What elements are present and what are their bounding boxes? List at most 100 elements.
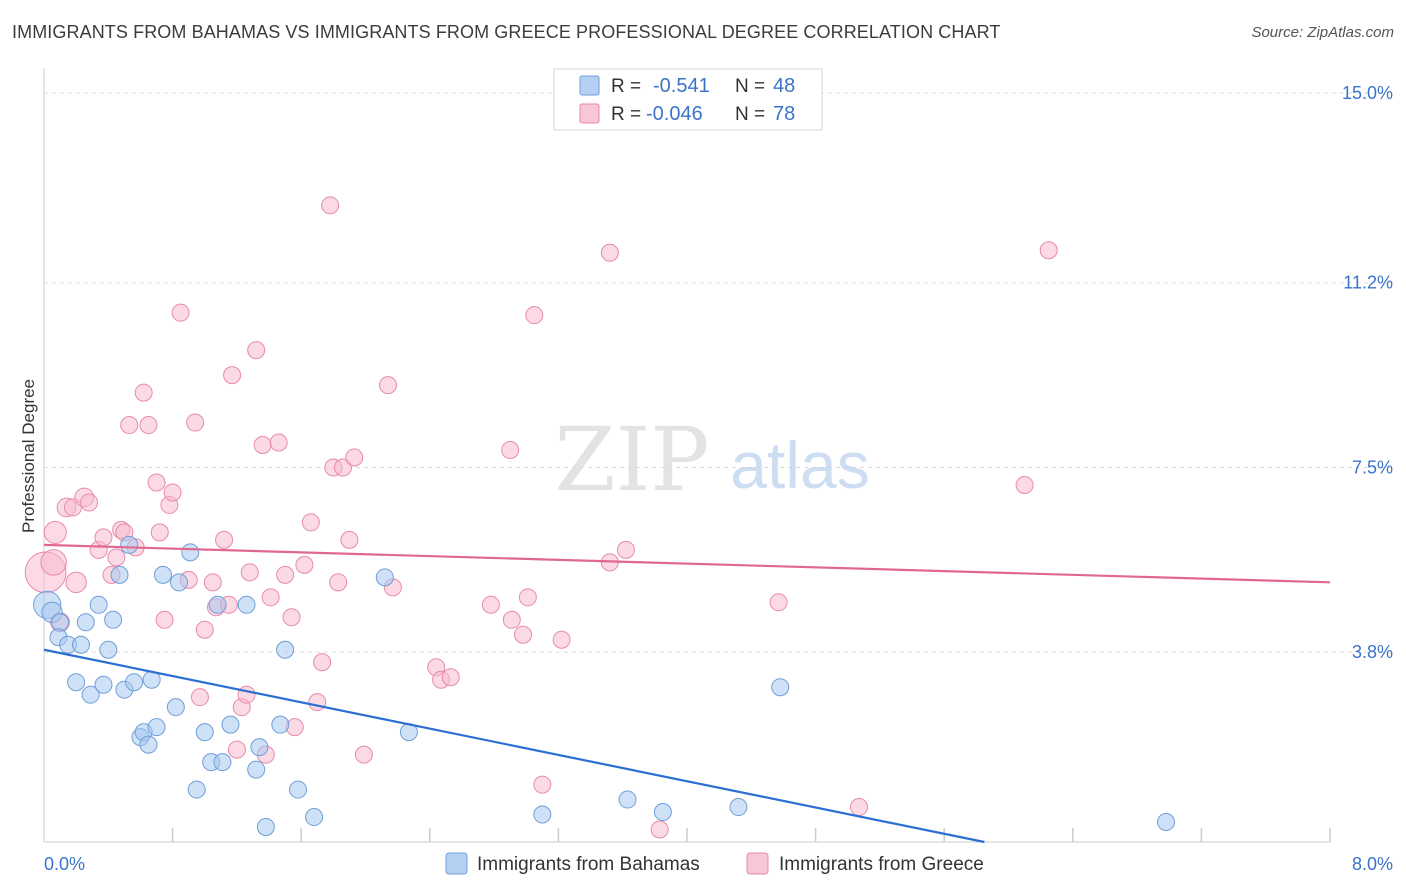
greece-point <box>481 595 500 614</box>
greece-point <box>247 341 266 360</box>
greece-point <box>321 196 340 215</box>
greece-point <box>134 383 153 402</box>
greece-point <box>1015 475 1034 494</box>
greece-point <box>261 588 280 607</box>
bahamas-point <box>771 678 790 697</box>
y-tick-label: 15.0% <box>1342 83 1393 103</box>
greece-point <box>769 593 788 612</box>
bahamas-point <box>170 573 189 592</box>
greece-point <box>253 436 272 455</box>
bahamas-trend-line <box>43 648 985 844</box>
bahamas-point <box>247 760 266 779</box>
greece-point <box>227 740 246 759</box>
y-tick-labels: 3.8% 7.5% 11.2% 15.0% <box>1342 83 1393 662</box>
data-points <box>24 196 1176 839</box>
bahamas-point <box>221 715 240 734</box>
source-label: Source: ZipAtlas.com <box>1251 24 1394 41</box>
greece-point <box>282 608 301 627</box>
bahamas-point <box>276 640 295 659</box>
bahamas-point <box>181 543 200 562</box>
bahamas-point <box>139 735 158 754</box>
stats-legend-swatch-pink <box>579 103 600 124</box>
stats-legend-n-value: 48 <box>773 75 795 97</box>
stats-legend-r-label: R = <box>611 104 641 125</box>
greece-point <box>120 416 139 435</box>
greece-point <box>345 448 364 467</box>
bahamas-point <box>208 595 227 614</box>
stats-legend-n-label: N = <box>735 104 765 125</box>
greece-point <box>215 530 234 549</box>
watermark-zip: ZIP <box>554 408 709 511</box>
stats-legend-n-label: N = <box>735 76 765 97</box>
bahamas-point <box>250 738 269 757</box>
greece-point <box>441 668 460 687</box>
bahamas-point <box>166 698 185 717</box>
greece-point <box>301 513 320 532</box>
greece-point <box>80 493 99 512</box>
greece-point <box>600 243 619 262</box>
x-axis-ticks <box>171 828 1331 842</box>
stats-legend-r-value: -0.541 <box>653 75 710 97</box>
greece-point <box>329 573 348 592</box>
bahamas-point <box>213 753 232 772</box>
greece-point <box>147 473 166 492</box>
stats-legend-r-label: R = <box>611 76 641 97</box>
bahamas-point <box>1157 813 1176 832</box>
bahamas-point <box>653 803 672 822</box>
greece-point <box>223 366 242 385</box>
bahamas-point <box>195 723 214 742</box>
bahamas-point <box>89 595 108 614</box>
stats-legend: R = -0.541 N = 48 R = -0.046 N = 78 <box>553 68 823 131</box>
greece-point <box>850 798 869 817</box>
y-tick-label: 7.5% <box>1352 457 1393 477</box>
greece-point <box>269 433 288 452</box>
greece-point <box>150 523 169 542</box>
bahamas-point <box>288 780 307 799</box>
bahamas-point <box>237 595 256 614</box>
greece-point <box>616 540 635 559</box>
stats-legend-n-value: 78 <box>773 103 795 125</box>
stats-legend-swatch-blue <box>579 75 600 96</box>
greece-point <box>107 548 126 567</box>
series-legend-swatch-blue <box>445 852 468 875</box>
series-legend: Immigrants from Bahamas Immigrants from … <box>445 852 984 875</box>
greece-point <box>354 745 373 764</box>
greece-trend-line <box>43 543 1331 584</box>
greece-point <box>43 520 67 544</box>
greece-point <box>171 303 190 322</box>
greece-point <box>40 549 67 576</box>
bahamas-point <box>729 798 748 817</box>
greece-point <box>340 530 359 549</box>
bahamas-point <box>104 610 123 629</box>
bahamas-point <box>187 780 206 799</box>
y-tick-label: 11.2% <box>1343 273 1393 293</box>
bahamas-point <box>256 818 275 837</box>
greece-point <box>186 413 205 432</box>
bahamas-point <box>94 675 113 694</box>
x-tick-labels: 0.0% 8.0% <box>44 854 1393 874</box>
trend-lines <box>43 543 1331 844</box>
y-axis-label: Professional Degree <box>19 379 38 533</box>
bahamas-point <box>147 718 166 737</box>
series-legend-swatch-pink <box>746 852 769 875</box>
greece-point <box>155 610 174 629</box>
bahamas-point <box>533 805 552 824</box>
greece-point <box>313 653 332 672</box>
bahamas-point <box>99 640 118 659</box>
bahamas-point <box>618 790 637 809</box>
greece-point <box>1039 241 1058 260</box>
greece-point <box>276 565 295 584</box>
bahamas-point <box>76 613 95 632</box>
greece-point <box>240 563 259 582</box>
greece-point <box>203 573 222 592</box>
stats-legend-r-value: -0.046 <box>646 103 703 125</box>
greece-point <box>333 458 352 477</box>
bahamas-point <box>153 565 172 584</box>
greece-point <box>514 625 533 644</box>
greece-point <box>379 376 398 395</box>
greece-point <box>190 688 209 707</box>
bahamas-point <box>51 613 70 632</box>
greece-point <box>195 620 214 639</box>
chart-title: IMMIGRANTS FROM BAHAMAS VS IMMIGRANTS FR… <box>12 22 1001 42</box>
